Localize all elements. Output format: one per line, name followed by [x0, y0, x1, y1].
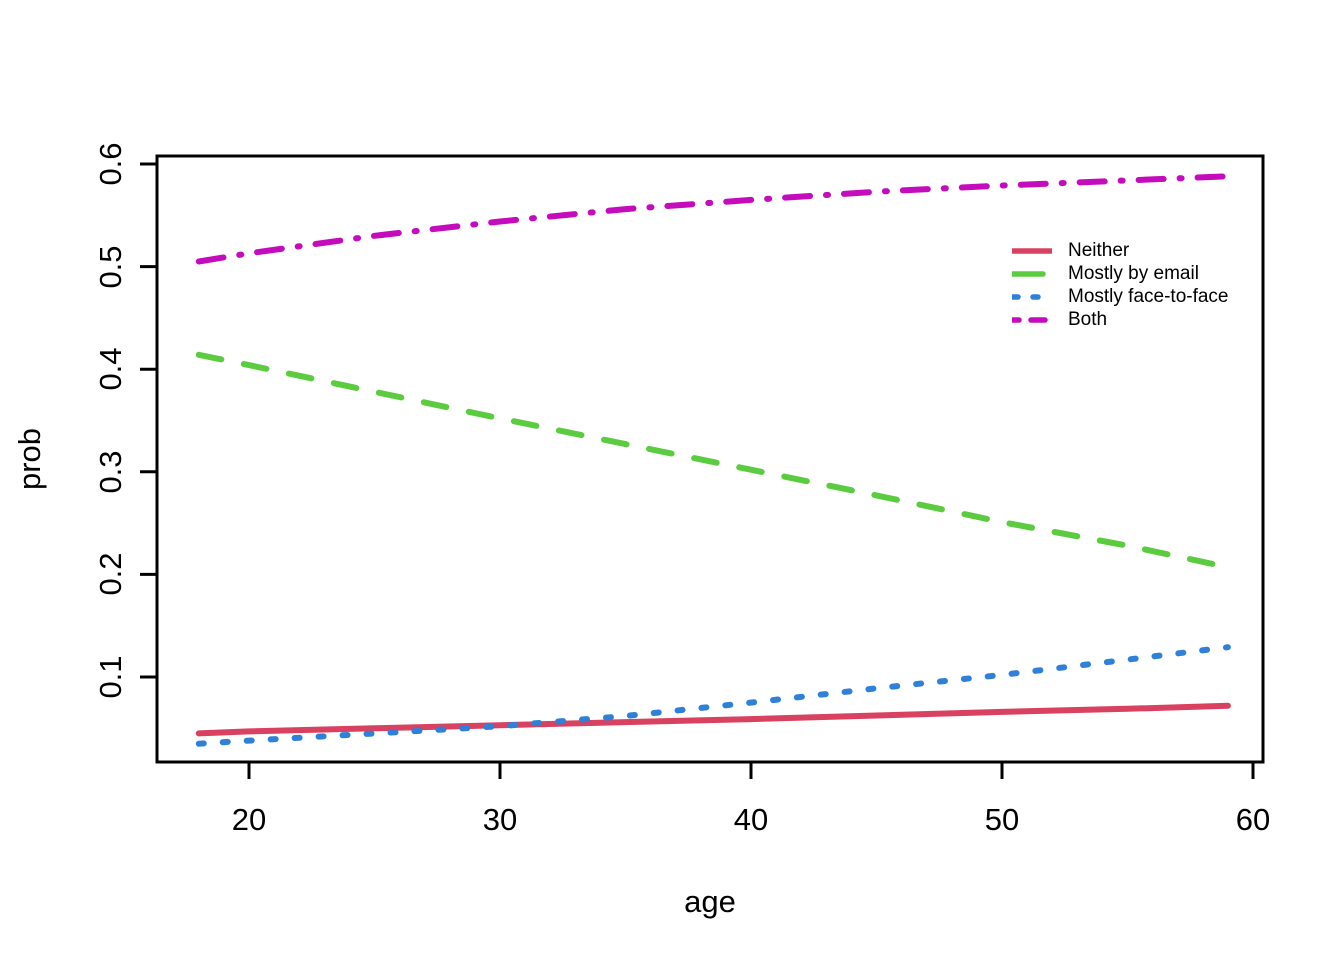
legend-row: Mostly face-to-face [1012, 285, 1229, 308]
legend-row: Mostly by email [1012, 262, 1229, 285]
y-tick-label: 0.3 [93, 450, 128, 494]
y-tick-label: 0.6 [93, 142, 128, 186]
series-lines-layer [195, 173, 1231, 747]
line-mostly-face-to-face [195, 644, 1231, 747]
y-tick-label: 0.5 [93, 245, 128, 289]
legend-line-sample [1012, 316, 1052, 323]
plot-box [155, 154, 1265, 764]
line-both [195, 173, 1231, 265]
x-tick-label: 60 [1235, 802, 1271, 837]
y-axis-title: prob [12, 427, 47, 491]
axes-layer [140, 154, 1265, 779]
x-tick-label: 40 [733, 802, 769, 837]
legend-label: Both [1068, 309, 1108, 330]
line-mostly-by-email [195, 351, 1231, 571]
legend-line-sample [1012, 293, 1052, 300]
x-tick-label: 20 [231, 802, 267, 837]
legend-line-sample [1012, 247, 1052, 254]
legend-row: Neither [1012, 239, 1229, 262]
y-tick-label: 0.4 [93, 347, 128, 391]
y-tick-label: 0.1 [93, 655, 128, 699]
x-tick-label: 50 [984, 802, 1020, 837]
line-neither [195, 702, 1231, 737]
x-tick-label: 30 [482, 802, 518, 837]
legend-line-sample [1012, 270, 1052, 277]
legend-label: Neither [1068, 240, 1130, 261]
legend-label: Mostly face-to-face [1068, 286, 1229, 307]
legend: Neither Mostly by email Mostly face-to-fac… [1012, 239, 1229, 331]
y-tick-label: 0.2 [93, 552, 128, 596]
legend-label: Mostly by email [1068, 263, 1199, 284]
x-axis-title: age [684, 884, 736, 919]
legend-row: Both [1012, 308, 1229, 331]
